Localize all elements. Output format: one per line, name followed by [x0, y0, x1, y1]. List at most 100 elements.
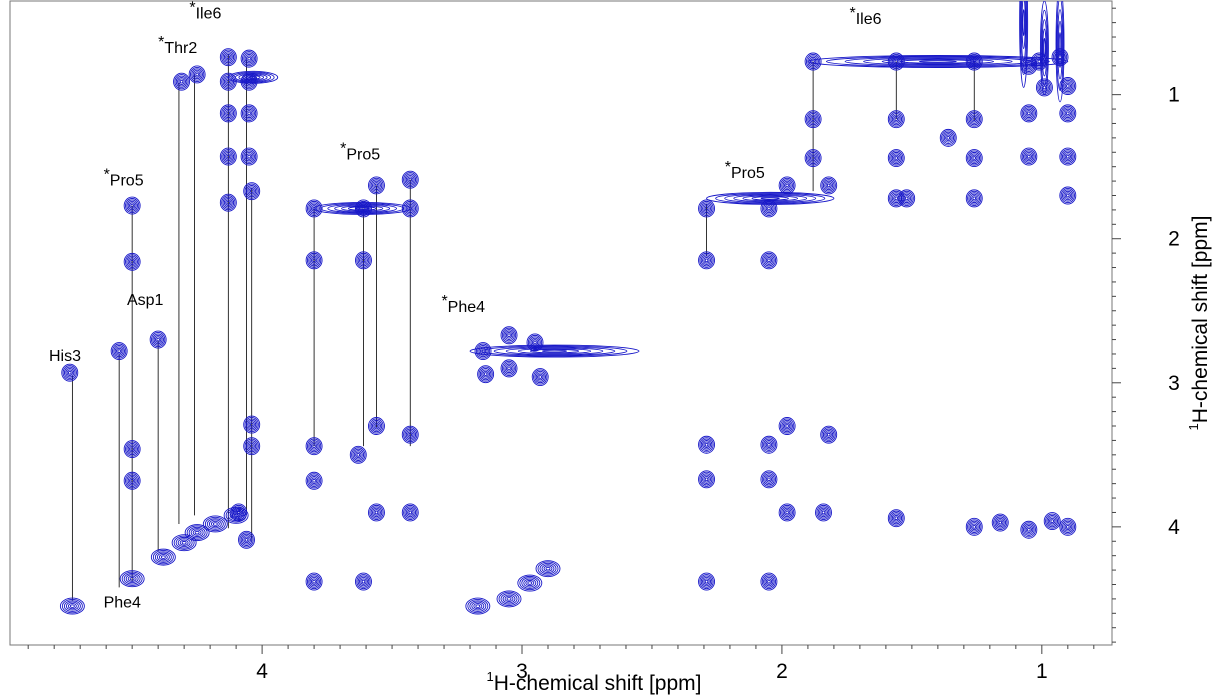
- cross-peak: [1059, 517, 1077, 536]
- cross-peak: [1059, 104, 1077, 123]
- cross-peak: [243, 182, 261, 201]
- methyl-streak: [1055, 1, 1065, 103]
- cross-peak: [110, 342, 128, 361]
- cross-peak: [965, 517, 983, 536]
- cross-peak: [965, 189, 983, 208]
- cross-peak: [965, 149, 983, 167]
- diagonal-peak: [535, 560, 561, 578]
- cross-peak: [778, 503, 796, 522]
- diagonal-peak: [150, 548, 176, 566]
- cross-peak: [238, 530, 255, 549]
- cross-peak: [219, 48, 237, 67]
- cross-peak: [698, 199, 715, 218]
- x-tick-label: 3: [516, 660, 528, 683]
- cross-peak: [760, 435, 778, 454]
- cross-peak: [401, 199, 419, 218]
- cross-peak: [898, 189, 916, 208]
- residue-name: Pro5: [346, 146, 380, 163]
- diagonal-peak: [202, 515, 228, 533]
- cross-peak: [368, 176, 385, 195]
- residue-name: Ile6: [196, 5, 222, 22]
- contour-ridge: [706, 191, 835, 205]
- assignment-star: *: [441, 293, 447, 310]
- cross-peak: [804, 110, 822, 129]
- cross-peak: [305, 572, 323, 591]
- cross-peak: [355, 251, 372, 270]
- residue-label: *Pro5: [340, 140, 380, 163]
- diagonal-peak: [119, 570, 145, 588]
- y-tick-label: 4: [1168, 516, 1180, 539]
- cross-peak: [1020, 147, 1038, 166]
- cross-peak: [305, 437, 323, 456]
- cross-peak: [474, 342, 492, 361]
- assignment-star: *: [158, 34, 164, 51]
- residue-label: Asp1: [127, 292, 164, 309]
- cross-peak: [368, 417, 385, 435]
- residue-annotations: His3Asp1Phe4*Pro5*Thr2*Ile6*Pro5*Phe4*Pr…: [49, 0, 882, 612]
- x-axis-title: 1H-chemical shift [ppm]: [487, 669, 702, 695]
- y-axis-title-superscript: 1: [1186, 423, 1201, 430]
- contour-layer: [59, 1, 1077, 615]
- cross-peak: [219, 104, 237, 123]
- cross-peak: [240, 104, 258, 123]
- cross-peak: [698, 435, 715, 454]
- contour-ridge: [807, 55, 1069, 68]
- cross-peak: [123, 196, 141, 215]
- diagonal-peak: [517, 574, 543, 592]
- residue-name: Phe4: [448, 299, 485, 316]
- assignment-star: *: [104, 166, 110, 183]
- residue-label: *Ile6: [849, 5, 881, 28]
- x-tick-label: 4: [256, 660, 268, 683]
- cross-peak: [123, 252, 141, 271]
- cross-peak: [243, 415, 261, 434]
- cross-peak: [368, 503, 385, 522]
- cross-peak: [240, 147, 258, 166]
- cross-peak: [305, 251, 323, 270]
- diagonal-peak: [184, 524, 210, 542]
- cross-peak: [401, 170, 419, 189]
- cross-peak: [1059, 147, 1077, 166]
- y-axis: 1 2 3 4: [1112, 7, 1180, 643]
- cross-peak: [991, 513, 1009, 532]
- cross-peak: [219, 193, 237, 212]
- cross-peak: [1059, 186, 1077, 205]
- cross-peak: [760, 572, 778, 591]
- cross-peak: [401, 425, 419, 444]
- cross-peak: [1020, 520, 1038, 539]
- cross-peak: [401, 503, 419, 522]
- cross-peak: [500, 326, 518, 345]
- cross-peak: [355, 572, 372, 591]
- cross-peak: [61, 363, 79, 382]
- cross-peak: [778, 417, 796, 435]
- cross-peak: [887, 110, 905, 129]
- cross-peak: [219, 147, 237, 166]
- residue-name: Pro5: [110, 172, 144, 189]
- cross-peak: [500, 359, 518, 378]
- y-tick-label: 3: [1168, 372, 1180, 395]
- cross-peak: [698, 572, 715, 591]
- contour-ridge: [469, 344, 640, 358]
- cross-peak: [477, 365, 495, 384]
- contour-ridge: [227, 70, 279, 84]
- spin-system-links: [71, 54, 975, 601]
- residue-label: *Thr2: [158, 34, 197, 57]
- x-axis: 4 3 2 1: [27, 645, 1095, 683]
- diagonal-peak: [465, 597, 491, 615]
- assignment-star: *: [189, 0, 195, 16]
- cross-peak: [1020, 104, 1038, 123]
- cross-peak: [531, 368, 549, 386]
- cross-peak: [243, 437, 261, 456]
- x-axis-title-text: H-chemical shift [ppm]: [494, 672, 702, 695]
- y-axis-title-text: H-chemical shift [ppm]: [1189, 216, 1212, 424]
- y-tick-label: 2: [1168, 228, 1180, 251]
- diagonal-peak: [59, 597, 85, 615]
- cross-peak: [887, 149, 905, 167]
- diagonal-peak: [171, 534, 197, 552]
- cross-peak: [240, 49, 258, 68]
- x-tick-label: 1: [1036, 660, 1048, 683]
- contour-ridge: [313, 202, 411, 215]
- cross-peak: [1043, 512, 1061, 531]
- plot-area: [9, 0, 1113, 646]
- cross-peak: [760, 470, 778, 489]
